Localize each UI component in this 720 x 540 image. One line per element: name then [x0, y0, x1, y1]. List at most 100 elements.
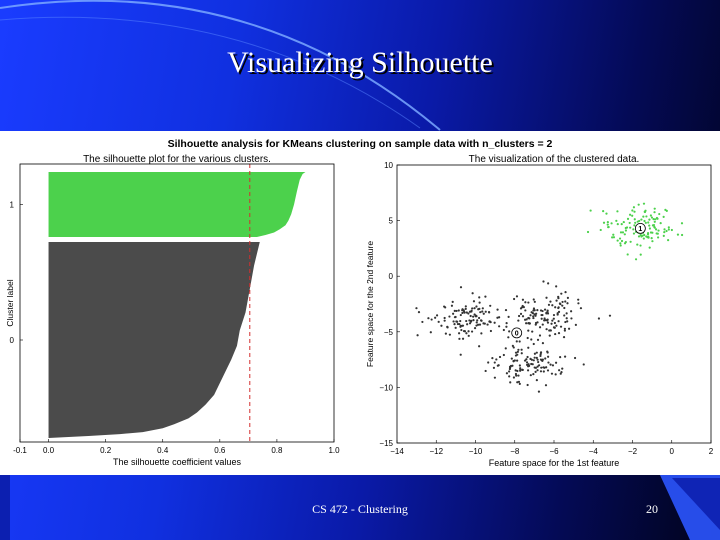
data-point-cluster-0 [558, 302, 562, 305]
data-point-cluster-1 [644, 221, 647, 224]
data-point-cluster-0 [505, 372, 509, 375]
data-point-cluster-0 [563, 329, 566, 332]
data-point-cluster-0 [448, 333, 451, 336]
data-point-cluster-0 [496, 308, 499, 311]
data-point-cluster-1 [618, 237, 622, 240]
data-point-cluster-0 [551, 304, 554, 307]
data-point-cluster-0 [493, 361, 496, 364]
data-point-cluster-0 [532, 342, 535, 346]
data-point-cluster-0 [557, 320, 560, 323]
data-point-cluster-0 [573, 356, 577, 360]
data-point-cluster-0 [496, 316, 499, 319]
data-point-cluster-1 [624, 240, 627, 244]
data-point-cluster-1 [653, 211, 656, 214]
data-point-cluster-0 [566, 320, 569, 323]
silhouette-plot: The silhouette plot for the various clus… [5, 154, 340, 467]
data-point-cluster-0 [473, 307, 476, 310]
data-point-cluster-0 [567, 327, 571, 330]
data-point-cluster-0 [540, 313, 543, 317]
data-point-cluster-0 [541, 309, 544, 313]
data-point-cluster-1 [621, 231, 625, 234]
data-point-cluster-0 [492, 366, 496, 369]
cluster-tick-label: 0 [10, 336, 15, 345]
data-point-cluster-0 [532, 315, 535, 318]
data-point-cluster-0 [515, 295, 519, 298]
data-point-cluster-0 [565, 312, 568, 315]
data-point-cluster-0 [534, 321, 538, 325]
data-point-cluster-0 [524, 309, 527, 312]
data-point-cluster-1 [667, 228, 670, 231]
data-point-cluster-0 [543, 308, 547, 311]
data-point-cluster-0 [563, 355, 567, 358]
data-point-cluster-0 [483, 322, 486, 325]
data-point-cluster-1 [651, 231, 654, 234]
scatter-ylabel: Feature space for the 2nd feature [365, 241, 375, 367]
data-point-cluster-0 [509, 381, 512, 384]
data-point-cluster-0 [527, 363, 530, 366]
data-point-cluster-0 [470, 330, 474, 333]
data-point-cluster-0 [564, 291, 567, 294]
data-point-cluster-0 [541, 359, 544, 363]
data-point-cluster-1 [615, 219, 618, 222]
scatter-axes-frame [396, 164, 712, 444]
data-point-cluster-0 [526, 369, 530, 372]
data-point-cluster-0 [484, 295, 487, 298]
data-point-cluster-0 [532, 309, 535, 312]
data-point-cluster-1 [658, 212, 661, 216]
data-point-cluster-1 [665, 209, 668, 212]
data-point-cluster-0 [535, 351, 538, 354]
data-point-cluster-0 [421, 320, 424, 324]
data-point-cluster-0 [516, 350, 519, 353]
data-point-cluster-0 [505, 325, 508, 328]
data-point-cluster-0 [537, 390, 541, 393]
data-point-cluster-1 [663, 230, 666, 234]
data-point-cluster-0 [472, 319, 475, 322]
data-point-cluster-0 [547, 282, 550, 285]
data-point-cluster-0 [551, 364, 555, 367]
data-point-cluster-0 [525, 318, 528, 321]
data-point-cluster-0 [528, 322, 531, 325]
data-point-cluster-0 [520, 352, 523, 355]
data-point-cluster-1 [616, 210, 619, 213]
data-point-cluster-0 [458, 337, 461, 340]
data-point-cluster-0 [451, 300, 454, 303]
data-point-cluster-0 [534, 366, 537, 369]
data-point-cluster-0 [487, 361, 490, 364]
data-point-cluster-1 [680, 233, 684, 237]
data-point-cluster-0 [467, 312, 470, 315]
data-point-cluster-0 [440, 324, 443, 327]
data-point-cluster-0 [508, 375, 511, 378]
data-point-cluster-1 [634, 221, 637, 224]
data-point-cluster-1 [653, 226, 656, 229]
data-point-cluster-0 [509, 364, 513, 368]
data-point-cluster-1 [610, 222, 613, 225]
data-point-cluster-0 [444, 332, 447, 335]
cluster-center-marker [511, 327, 523, 339]
data-point-cluster-0 [518, 340, 521, 343]
page-number: 20 [646, 502, 658, 516]
data-point-cluster-0 [478, 345, 481, 348]
data-point-cluster-0 [560, 292, 563, 295]
data-point-cluster-1 [647, 236, 650, 239]
data-point-cluster-0 [534, 323, 537, 326]
data-point-cluster-1 [605, 212, 608, 215]
data-point-cluster-0 [469, 314, 472, 318]
data-point-cluster-1 [652, 223, 656, 227]
data-point-cluster-1 [639, 244, 642, 247]
data-point-cluster-0 [476, 319, 479, 322]
data-point-cluster-0 [531, 330, 534, 333]
data-point-cluster-0 [554, 306, 557, 309]
data-point-cluster-0 [540, 317, 543, 320]
data-point-cluster-0 [461, 324, 464, 327]
data-point-cluster-0 [474, 315, 477, 318]
data-point-cluster-0 [517, 380, 521, 383]
data-point-cluster-0 [502, 328, 505, 332]
data-point-cluster-1 [680, 222, 684, 225]
x-tick-label: 0.0 [43, 446, 55, 455]
data-point-cluster-0 [457, 309, 460, 312]
data-point-cluster-1 [602, 210, 605, 213]
data-point-cluster-0 [542, 370, 545, 373]
x-tick-label: −12 [429, 447, 443, 456]
data-point-cluster-1 [626, 217, 630, 220]
data-point-cluster-0 [526, 336, 529, 340]
